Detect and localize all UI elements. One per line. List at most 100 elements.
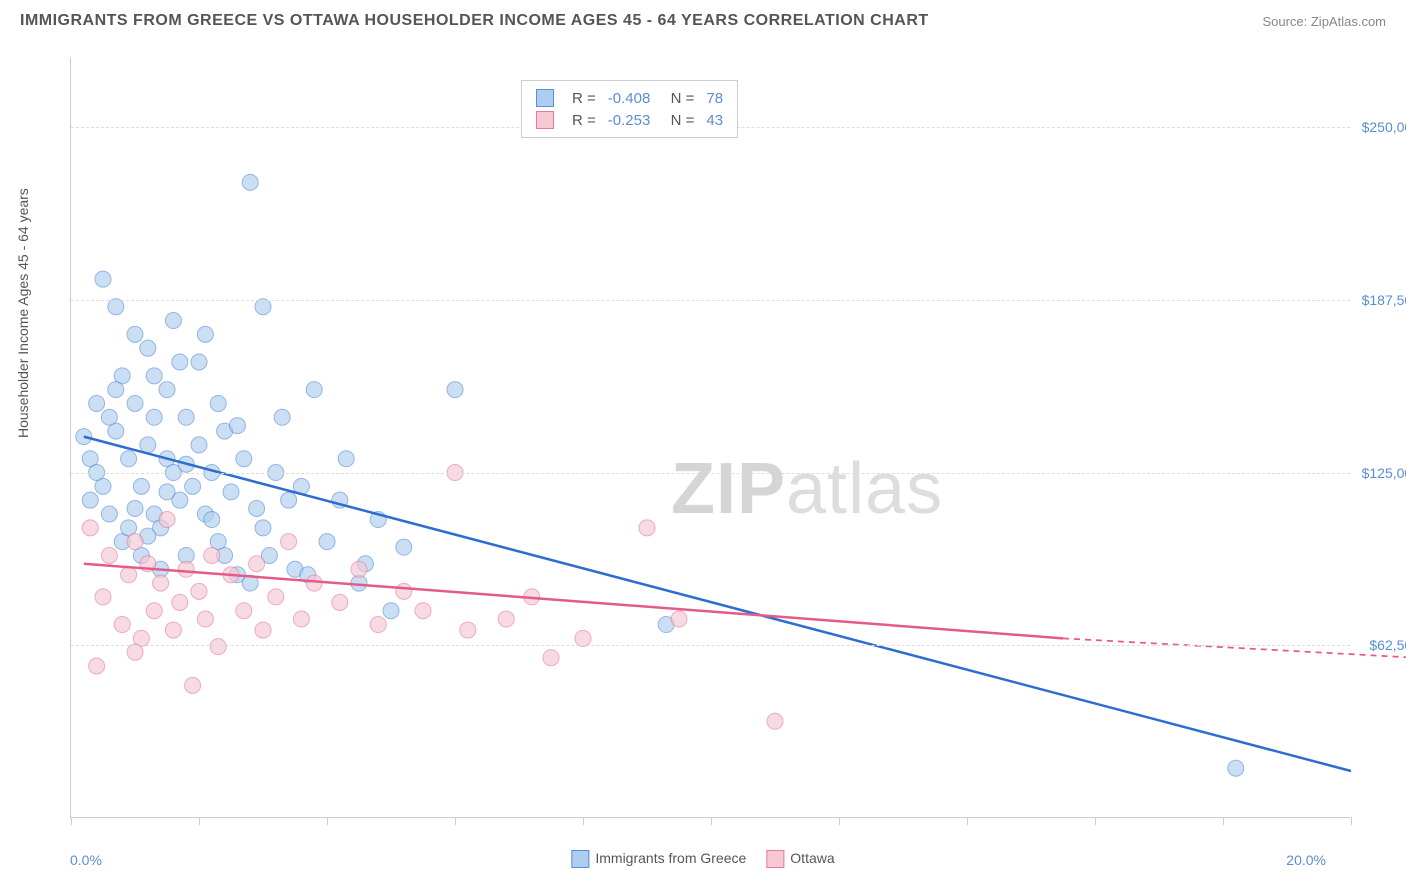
- data-point: [460, 622, 476, 638]
- data-point: [575, 630, 591, 646]
- legend-swatch: [766, 850, 784, 868]
- data-point: [165, 313, 181, 329]
- data-point: [172, 354, 188, 370]
- data-point: [293, 611, 309, 627]
- plot-svg: [71, 58, 1350, 817]
- legend-label: Ottawa: [790, 850, 834, 866]
- data-point: [146, 368, 162, 384]
- data-point: [133, 478, 149, 494]
- data-point: [210, 395, 226, 411]
- data-point: [255, 622, 271, 638]
- data-point: [140, 340, 156, 356]
- data-point: [351, 561, 367, 577]
- data-point: [396, 539, 412, 555]
- stat-r-value: -0.253: [608, 112, 651, 129]
- data-point: [204, 512, 220, 528]
- data-point: [89, 658, 105, 674]
- data-point: [178, 561, 194, 577]
- stat-n-label: N =: [662, 90, 694, 107]
- data-point: [370, 617, 386, 633]
- data-point: [127, 326, 143, 342]
- data-point: [306, 575, 322, 591]
- data-point: [543, 650, 559, 666]
- legend-item: Ottawa: [766, 850, 834, 868]
- data-point: [268, 589, 284, 605]
- legend-swatch: [536, 111, 554, 129]
- data-point: [255, 299, 271, 315]
- plot-area: $62,500$125,000$187,500$250,000 ZIPatlas…: [70, 58, 1350, 818]
- x-axis-min-label: 0.0%: [70, 852, 102, 868]
- stats-row: R = -0.408 N = 78: [536, 87, 723, 109]
- y-tick-label: $125,000: [1362, 465, 1406, 481]
- data-point: [153, 575, 169, 591]
- data-point: [671, 611, 687, 627]
- x-tick: [199, 817, 200, 825]
- data-point: [159, 484, 175, 500]
- data-point: [146, 409, 162, 425]
- data-point: [197, 326, 213, 342]
- data-point: [204, 547, 220, 563]
- data-point: [236, 451, 252, 467]
- data-point: [108, 299, 124, 315]
- data-point: [127, 500, 143, 516]
- y-tick-label: $62,500: [1369, 637, 1406, 653]
- data-point: [767, 713, 783, 729]
- data-point: [210, 639, 226, 655]
- data-point: [639, 520, 655, 536]
- data-point: [197, 611, 213, 627]
- stat-r-label: R =: [572, 90, 596, 107]
- trend-line: [84, 564, 1063, 639]
- data-point: [498, 611, 514, 627]
- stats-legend-box: R = -0.408 N = 78R = -0.253 N = 43: [521, 80, 738, 138]
- bottom-legend: Immigrants from Greece Ottawa: [571, 850, 834, 868]
- data-point: [185, 478, 201, 494]
- y-axis-label: Householder Income Ages 45 - 64 years: [15, 188, 31, 438]
- data-point: [108, 382, 124, 398]
- data-point: [82, 492, 98, 508]
- chart-container: Householder Income Ages 45 - 64 years $6…: [20, 38, 1386, 858]
- x-tick: [1095, 817, 1096, 825]
- data-point: [255, 520, 271, 536]
- gridline: [71, 300, 1350, 301]
- data-point: [1228, 760, 1244, 776]
- x-tick: [1351, 817, 1352, 825]
- data-point: [146, 603, 162, 619]
- data-point: [127, 534, 143, 550]
- x-tick: [71, 817, 72, 825]
- stat-r-value: -0.408: [608, 90, 651, 107]
- y-tick-label: $187,500: [1362, 292, 1406, 308]
- data-point: [274, 409, 290, 425]
- data-point: [172, 594, 188, 610]
- data-point: [236, 603, 252, 619]
- trend-line-extrapolated: [1063, 638, 1406, 657]
- x-tick: [711, 817, 712, 825]
- gridline: [71, 645, 1350, 646]
- data-point: [114, 617, 130, 633]
- data-point: [332, 594, 348, 610]
- data-point: [249, 500, 265, 516]
- data-point: [127, 395, 143, 411]
- data-point: [319, 534, 335, 550]
- data-point: [447, 382, 463, 398]
- data-point: [383, 603, 399, 619]
- data-point: [191, 354, 207, 370]
- x-tick: [967, 817, 968, 825]
- data-point: [121, 567, 137, 583]
- data-point: [82, 520, 98, 536]
- data-point: [159, 382, 175, 398]
- x-tick: [839, 817, 840, 825]
- gridline: [71, 473, 1350, 474]
- legend-swatch: [571, 850, 589, 868]
- stats-row: R = -0.253 N = 43: [536, 109, 723, 131]
- stat-r-label: R =: [572, 112, 596, 129]
- data-point: [127, 644, 143, 660]
- legend-label: Immigrants from Greece: [595, 850, 746, 866]
- data-point: [101, 506, 117, 522]
- data-point: [338, 451, 354, 467]
- data-point: [95, 589, 111, 605]
- x-tick: [455, 817, 456, 825]
- data-point: [191, 437, 207, 453]
- data-point: [249, 556, 265, 572]
- x-axis-max-label: 20.0%: [1286, 852, 1326, 868]
- data-point: [306, 382, 322, 398]
